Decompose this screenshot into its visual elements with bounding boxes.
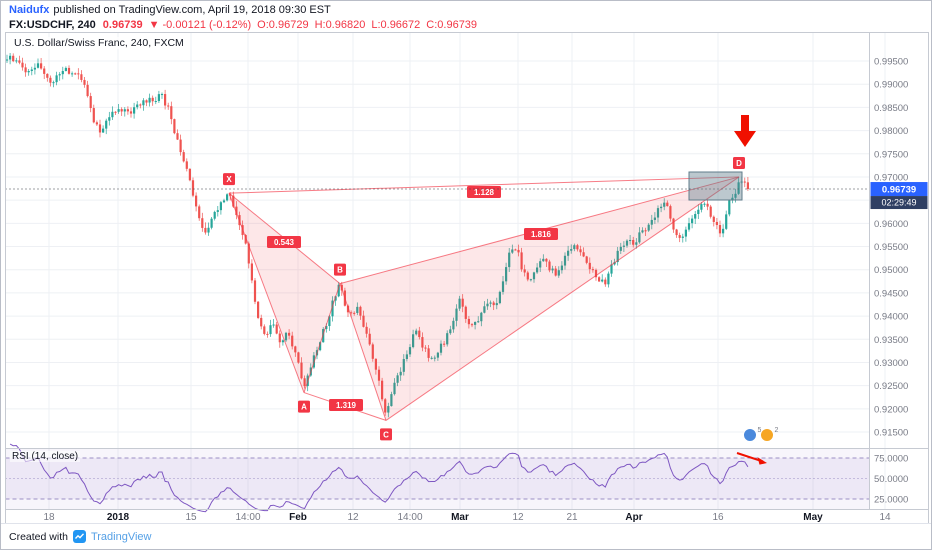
publish-info: published on TradingView.com, April 19, … [53, 4, 331, 16]
price-axis-label: 0.95500 [874, 242, 908, 253]
reaction-icon[interactable] [743, 428, 757, 442]
ohlc-high: H:0.96820 [314, 19, 366, 31]
rsi-indicator-label[interactable]: RSI (14, close) [10, 451, 81, 462]
tradingview-brand-link[interactable]: TradingView [90, 530, 152, 543]
pattern-point-label[interactable] [380, 428, 392, 441]
pattern-point-label[interactable] [334, 263, 346, 276]
svg-text:C: C [383, 430, 389, 439]
price-axis-label: 0.96000 [874, 219, 908, 230]
publisher-link[interactable]: Naidufx [9, 4, 50, 16]
axes-layer: 18 2018 15 14:00 Feb 12 14:00 Mar 12 21 Apr 16 May 14… [5, 32, 929, 526]
svg-text:02:29:49: 02:29:49 [881, 198, 916, 208]
publish-line: Naidufx published on TradingView.com, Apr… [9, 4, 923, 17]
pattern-layer: X A B C D 0.543 1.319 1.816 1.128 [223, 156, 745, 441]
last-price-badge [870, 182, 928, 197]
rsi-axis-label: 50.0000 [874, 474, 908, 485]
svg-text:1.319: 1.319 [336, 401, 357, 410]
bar-countdown-badge [870, 196, 928, 210]
time-axis-label: 14:00 [235, 512, 260, 523]
price-axis-label: 0.97500 [874, 149, 908, 160]
price-axis-label: 0.98000 [874, 126, 908, 137]
time-axis-label: 15 [185, 512, 197, 523]
price-axis-label: 0.95000 [874, 265, 908, 276]
price-axis-label: 0.91500 [874, 428, 908, 439]
price-axis-label: 0.94500 [874, 288, 908, 299]
svg-text:D: D [736, 159, 742, 168]
down-arrow-annotation[interactable] [734, 115, 756, 147]
pattern-ratio-label[interactable] [467, 186, 501, 198]
price-axis-label: 0.94000 [874, 312, 908, 323]
rsi-axis-label: 75.0000 [874, 454, 908, 465]
time-axis-label: 14:00 [397, 512, 422, 523]
rsi-line [9, 443, 749, 513]
price-axis-label: 0.98500 [874, 103, 908, 114]
time-axis-label: 2018 [107, 512, 130, 523]
time-axis-label: 14 [879, 512, 891, 523]
price-axis-label: 0.99500 [874, 57, 908, 68]
header: Naidufx published on TradingView.com, Apr… [1, 1, 931, 32]
time-axis-label: 21 [566, 512, 578, 523]
pattern-ratio-label[interactable] [329, 399, 363, 411]
time-axis-label: Apr [625, 512, 642, 523]
time-axis-label: May [803, 512, 823, 523]
svg-text:0.96739: 0.96739 [882, 185, 916, 196]
svg-text:X: X [226, 175, 232, 184]
created-with-label: Created with [9, 530, 68, 543]
time-axis-label: 12 [347, 512, 359, 523]
pattern-ratio-label[interactable] [524, 228, 558, 240]
reaction-icon[interactable] [760, 428, 774, 442]
symbol-interval[interactable]: FX:USDCHF, 240 [9, 19, 96, 31]
pattern-point-label[interactable] [298, 400, 310, 413]
ohlc-open: O:0.96729 [257, 19, 309, 31]
grid-layer [5, 32, 886, 510]
pattern-ratio-label[interactable] [267, 236, 301, 248]
symbol-info-bar: FX:USDCHF, 240 0.96739 ▼ -0.00121 (-0.12%)… [9, 18, 923, 32]
price-axis-label: 0.93000 [874, 358, 908, 369]
pattern-point-label[interactable] [223, 173, 235, 186]
price-axis-label: 0.92500 [874, 381, 908, 392]
last-price: 0.96739 [102, 19, 143, 31]
time-axis-label: 16 [712, 512, 724, 523]
ohlc-close: C:0.96739 [426, 19, 478, 31]
time-axis-label: Feb [289, 512, 307, 523]
reaction-count: 2 [775, 427, 779, 434]
ohlc-low: L:0.96672 [371, 19, 421, 31]
tradingview-logo-icon[interactable] [72, 530, 86, 543]
svg-text:1.128: 1.128 [474, 188, 495, 197]
svg-text:1.816: 1.816 [531, 230, 552, 239]
chart-legend[interactable]: U.S. Dollar/Swiss Franc, 240, FXCM [11, 37, 187, 49]
rsi-axis-label: 25.0000 [874, 495, 908, 506]
rsi-layer [5, 443, 870, 513]
footer: Created with TradingView [1, 523, 931, 549]
price-change: ▼ -0.00121 (-0.12%) [148, 19, 252, 31]
price-axis-label: 0.99000 [874, 80, 908, 91]
svg-text:0.543: 0.543 [274, 238, 295, 247]
time-axis-label: 18 [43, 512, 55, 523]
svg-text:B: B [337, 266, 343, 275]
target-zone-box[interactable] [688, 171, 743, 201]
pattern-point-label[interactable] [733, 156, 745, 169]
svg-text:A: A [301, 403, 307, 412]
price-axis-label: 0.93500 [874, 335, 908, 346]
time-axis-label: Mar [451, 512, 469, 523]
price-axis-label: 0.97000 [874, 172, 908, 183]
price-axis-label: 0.92000 [874, 404, 908, 415]
time-axis-label: 12 [512, 512, 524, 523]
reaction-count: 5 [758, 427, 762, 434]
